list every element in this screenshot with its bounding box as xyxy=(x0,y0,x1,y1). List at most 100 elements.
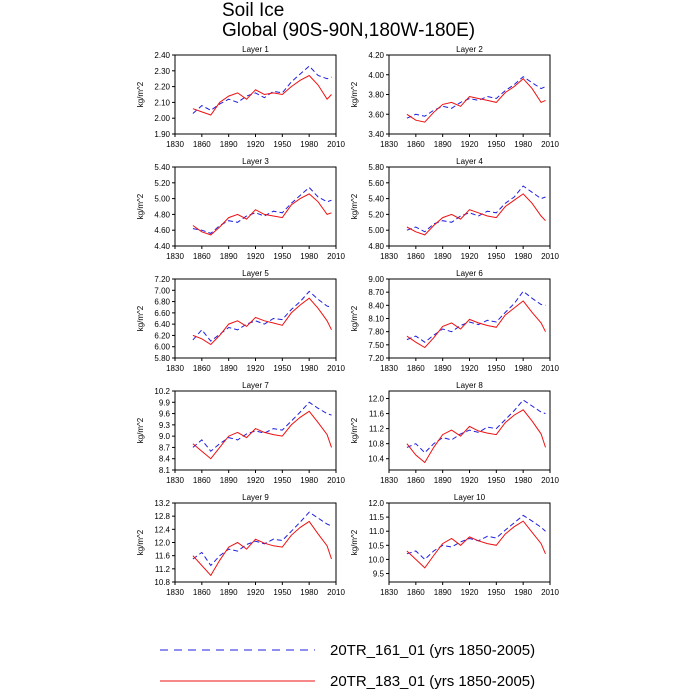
x-tick-label: 1950 xyxy=(273,588,291,597)
y-axis-label: kg/m^2 xyxy=(350,305,359,331)
x-tick-label: 1830 xyxy=(380,364,398,373)
x-tick-label: 1830 xyxy=(166,140,184,149)
x-tick-label: 1830 xyxy=(380,476,398,485)
chart-panel-layer-3: 4.40 4.60 4.80 5.00 5.20 5.40 1830 1860 1890 1920… xyxy=(136,157,345,261)
y-tick-label: 6.40 xyxy=(154,320,170,329)
y-tick-label: 13.2 xyxy=(154,499,170,508)
y-tick-label: 6.80 xyxy=(154,298,170,307)
x-tick-label: 1890 xyxy=(220,476,238,485)
series-line-161-layer-10 xyxy=(406,514,546,561)
charts-grid: 1.90 2.00 2.10 2.20 2.30 2.40 1830 1860 1890 1920… xyxy=(136,45,559,597)
x-tick-label: 1830 xyxy=(380,588,398,597)
x-tick-label: 1890 xyxy=(434,588,452,597)
y-tick-label: 2.00 xyxy=(154,114,170,123)
panel-title-layer-2: Layer 2 xyxy=(456,45,483,54)
y-axis-label: kg/m^2 xyxy=(136,81,145,107)
x-tick-label: 1830 xyxy=(380,252,398,261)
series-line-161-layer-3 xyxy=(192,186,332,234)
x-tick-label: 1890 xyxy=(220,252,238,261)
y-tick-label: 12.0 xyxy=(368,395,384,404)
x-tick-label: 1830 xyxy=(166,252,184,261)
y-axis-label: kg/m^2 xyxy=(350,529,359,555)
panel-title-layer-1: Layer 1 xyxy=(242,45,269,54)
x-tick-label: 1950 xyxy=(273,252,291,261)
x-tick-label: 1980 xyxy=(300,140,318,149)
x-tick-label: 2010 xyxy=(541,140,559,149)
y-tick-label: 2.20 xyxy=(154,83,170,92)
x-tick-label: 1980 xyxy=(300,364,318,373)
y-tick-label: 5.00 xyxy=(154,195,170,204)
y-tick-label: 4.80 xyxy=(154,210,170,219)
series-line-161-layer-1 xyxy=(192,65,332,114)
y-tick-label: 9.9 xyxy=(159,398,171,407)
y-tick-label: 8.40 xyxy=(368,301,384,310)
y-axis-label: kg/m^2 xyxy=(350,417,359,443)
plot-frame-layer-10 xyxy=(388,502,551,583)
panel-title-layer-10: Layer 10 xyxy=(454,493,486,502)
y-axis-label: kg/m^2 xyxy=(136,417,145,443)
y-tick-label: 7.80 xyxy=(368,328,384,337)
x-tick-label: 1860 xyxy=(193,252,211,261)
y-tick-label: 5.20 xyxy=(368,210,384,219)
y-tick-label: 6.20 xyxy=(154,331,170,340)
series-line-183-layer-1 xyxy=(192,74,332,116)
chart-panel-layer-10: 9.5 10.0 10.5 11.0 11.5 12.0 1830 1860 1890 1920 1… xyxy=(350,493,559,597)
y-axis-label: kg/m^2 xyxy=(136,193,145,219)
y-tick-label: 2.40 xyxy=(154,51,170,60)
y-tick-label: 9.0 xyxy=(159,432,171,441)
panel-title-layer-4: Layer 4 xyxy=(456,157,483,166)
x-tick-label: 1950 xyxy=(487,364,505,373)
x-tick-label: 2010 xyxy=(327,252,345,261)
x-tick-label: 1860 xyxy=(193,364,211,373)
x-tick-label: 1860 xyxy=(193,588,211,597)
x-tick-label: 1830 xyxy=(166,588,184,597)
x-tick-label: 1920 xyxy=(461,476,479,485)
y-tick-label: 11.2 xyxy=(155,565,171,574)
x-tick-label: 1980 xyxy=(514,252,532,261)
plot-frame-layer-4 xyxy=(388,166,551,247)
x-tick-label: 1890 xyxy=(434,476,452,485)
series-line-161-layer-4 xyxy=(406,185,546,233)
y-tick-label: 10.8 xyxy=(154,578,170,587)
series-line-183-layer-9 xyxy=(192,520,332,577)
x-tick-label: 2010 xyxy=(327,140,345,149)
y-tick-label: 11.6 xyxy=(369,410,385,419)
x-tick-label: 1950 xyxy=(487,476,505,485)
y-tick-label: 10.2 xyxy=(154,387,170,396)
y-tick-label: 1.90 xyxy=(154,130,170,139)
x-tick-label: 2010 xyxy=(541,252,559,261)
series-line-183-layer-10 xyxy=(406,520,546,569)
x-tick-label: 1980 xyxy=(514,364,532,373)
chart-panel-layer-1: 1.90 2.00 2.10 2.20 2.30 2.40 1830 1860 1890 1920… xyxy=(136,45,345,149)
chart-panel-layer-2: 3.40 3.60 3.80 4.00 4.20 1830 1860 1890 1920 1950… xyxy=(350,45,559,149)
y-tick-label: 12.4 xyxy=(154,525,170,534)
x-tick-label: 1920 xyxy=(461,140,479,149)
y-tick-label: 12.0 xyxy=(154,539,170,548)
x-tick-label: 1980 xyxy=(514,476,532,485)
legend-label-series2: 20TR_183_01 (yrs 1850-2005) xyxy=(330,673,535,690)
y-tick-label: 5.20 xyxy=(154,179,170,188)
x-tick-label: 1890 xyxy=(220,588,238,597)
x-tick-label: 1920 xyxy=(461,588,479,597)
y-tick-label: 7.20 xyxy=(154,275,170,284)
y-tick-label: 7.50 xyxy=(368,341,384,350)
x-tick-label: 1920 xyxy=(461,252,479,261)
y-tick-label: 9.00 xyxy=(368,275,384,284)
x-tick-label: 2010 xyxy=(327,364,345,373)
x-tick-label: 1830 xyxy=(380,140,398,149)
y-tick-label: 5.80 xyxy=(368,163,384,172)
series-line-183-layer-7 xyxy=(192,410,332,460)
y-tick-label: 2.30 xyxy=(154,67,170,76)
x-tick-label: 1860 xyxy=(407,252,425,261)
y-tick-label: 5.60 xyxy=(368,179,384,188)
x-tick-label: 1950 xyxy=(487,252,505,261)
legend-label-series1: 20TR_161_01 (yrs 1850-2005) xyxy=(330,642,535,659)
y-tick-label: 8.7 xyxy=(159,443,171,452)
y-tick-label: 4.80 xyxy=(368,242,384,251)
x-tick-label: 1950 xyxy=(487,588,505,597)
series-line-183-layer-5 xyxy=(192,297,332,346)
x-tick-label: 1980 xyxy=(300,588,318,597)
y-tick-label: 4.20 xyxy=(368,51,384,60)
chart-title: Soil Ice xyxy=(222,0,285,21)
series-line-183-layer-8 xyxy=(406,409,546,464)
